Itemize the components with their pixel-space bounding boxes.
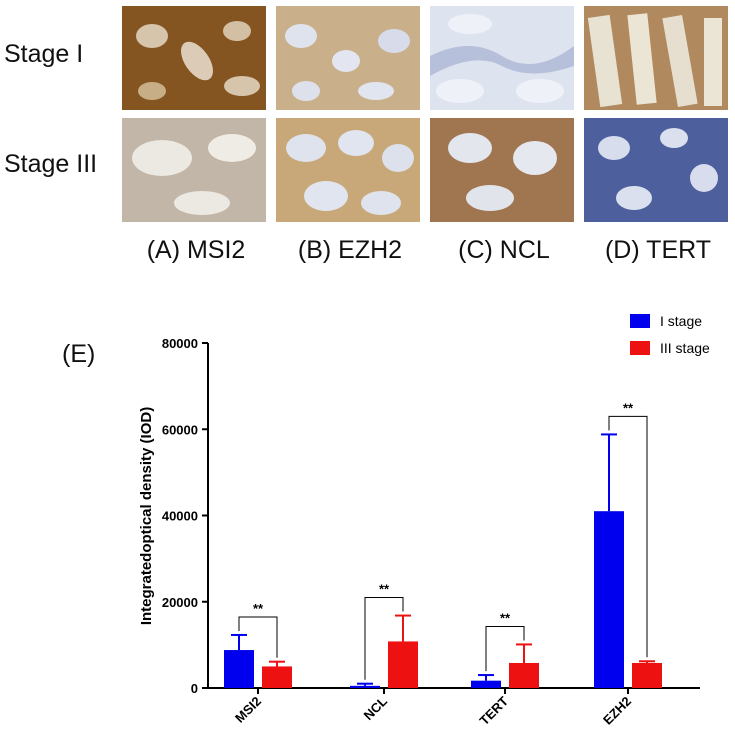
bar-chart: 0 20000 40000 60000 80000 MSI2 NCL TERT EZH2 **… [138, 313, 710, 728]
bar-stage-1 [594, 511, 624, 688]
bar-stage-3 [388, 641, 418, 688]
y-axis: 0 20000 40000 60000 80000 [162, 336, 209, 696]
micrograph-tert-stage-1 [584, 6, 728, 110]
y-tick-label: 20000 [162, 595, 198, 610]
y-tick-label: 0 [191, 681, 198, 696]
significance-bracket [238, 616, 278, 658]
significance-bracket [485, 625, 525, 672]
micrograph-msi2-stage-1 [122, 6, 266, 110]
micrograph-tert-stage-3 [584, 118, 728, 222]
significance-bracket [608, 415, 648, 658]
legend-swatch [630, 314, 650, 328]
significance-marker: ** [253, 601, 264, 616]
column-label-msi2: (A) MSI2 [146, 236, 246, 264]
micrograph-ezh2-stage-3 [276, 118, 420, 222]
column-label-tert: (D) TERT [604, 236, 712, 264]
micrograph-ezh2-stage-1 [276, 6, 420, 110]
panel-label-e: (E) [62, 340, 96, 368]
row-label-stage-3: Stage III [4, 150, 98, 178]
legend-swatch [630, 341, 650, 355]
micrograph-ncl-stage-1 [430, 6, 574, 110]
legend-label: III stage [660, 340, 710, 356]
y-axis-label: Integratedoptical density (IOD) [138, 407, 155, 625]
column-label-ncl: (C) NCL [458, 236, 550, 264]
bar-stage-3 [632, 662, 662, 688]
x-tick-label: EZH2 [600, 694, 634, 728]
x-tick-label: TERT [477, 693, 512, 728]
legend-label: I stage [660, 313, 702, 329]
bar-stage-1 [471, 680, 501, 688]
bar-stage-1 [350, 685, 380, 688]
y-tick-label: 40000 [162, 509, 198, 524]
significance-marker: ** [623, 400, 634, 415]
micrograph-ncl-stage-3 [430, 118, 574, 222]
significance-bracket [364, 597, 404, 680]
significance-marker: ** [500, 610, 511, 625]
y-tick-label: 60000 [162, 422, 198, 437]
significance-marker: ** [379, 582, 390, 597]
x-axis: MSI2 NCL TERT EZH2 [208, 687, 700, 728]
bar-stage-3 [262, 666, 292, 688]
y-tick-label: 80000 [162, 336, 198, 351]
legend: I stage III stage [630, 313, 710, 356]
bar-stage-1 [224, 650, 254, 688]
x-tick-label: NCL [361, 693, 391, 723]
column-label-ezh2: (B) EZH2 [297, 236, 403, 264]
x-tick-label: MSI2 [232, 694, 264, 726]
significance-brackets: ** ** ** ** [238, 400, 648, 680]
bars [224, 433, 662, 688]
micrograph-msi2-stage-3 [122, 118, 266, 222]
row-label-stage-1: Stage I [4, 40, 84, 68]
bar-stage-3 [509, 662, 539, 688]
